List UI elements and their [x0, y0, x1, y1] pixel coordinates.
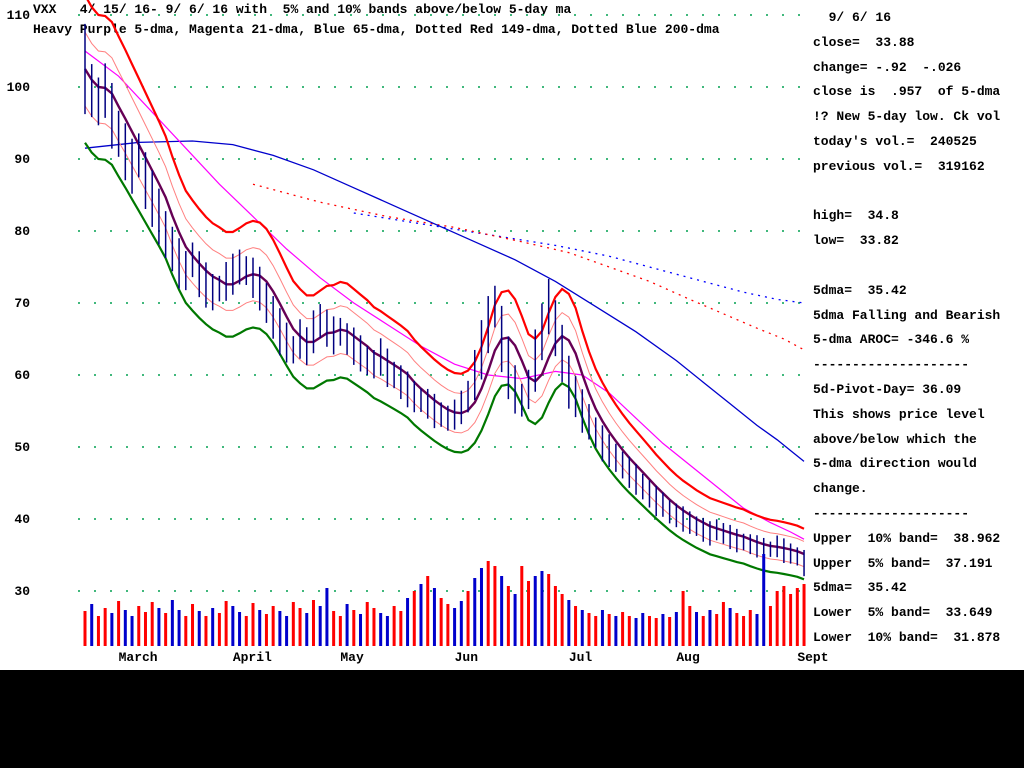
chart-legend-subtitle: Heavy Purple 5-dma, Magenta 21-dma, Blue… [33, 22, 720, 37]
upper-5-band-line [84, 31, 805, 542]
panel-line: above/below which the [813, 431, 977, 447]
panel-line: high= 34.8 [813, 208, 899, 224]
bottom-black-bar [0, 670, 1024, 768]
panel-line: 5d-Pivot-Day= 36.09 [813, 381, 962, 397]
month-label: Jul [569, 650, 593, 665]
y-axis-labels: 110 100 90 80 70 60 50 40 30 [7, 8, 31, 599]
ma-21-line [84, 50, 805, 540]
panel-line: -------------------- [813, 357, 970, 373]
y-axis-tick-label: 60 [14, 368, 30, 383]
price-bars [84, 23, 805, 577]
month-label: Sept [797, 650, 828, 665]
panel-line: !? New 5-day low. Ck vol [813, 109, 1001, 125]
panel-line [813, 180, 1021, 205]
panel-line: 9/ 6/ 16 [813, 10, 892, 25]
panel-line: 5dma= 35.42 [813, 282, 907, 298]
panel-line: Upper 10% band= 38.962 [813, 530, 1001, 546]
ma-149-dotted-line [252, 183, 805, 351]
x-axis-month-labels: March April May Jun Jul Aug Sept [119, 650, 829, 665]
info-panel: 9/ 6/ 16 close= 33.88 change= -.92 -.026 cl… [813, 6, 1021, 651]
chart-title: VXX 4/ 15/ 16- 9/ 6/ 16 with 5% and 10% … [33, 2, 572, 17]
grid [78, 14, 812, 592]
lower-5-band-line [84, 105, 805, 568]
y-axis-tick-label: 40 [14, 512, 30, 527]
ma-65-line [84, 140, 805, 462]
lower-10-band-line [84, 142, 805, 581]
panel-line: close is .957 of 5-dma [813, 84, 1001, 100]
panel-line: change= -.92 -.026 [813, 59, 962, 75]
ma-200-dotted-line [353, 212, 805, 304]
y-axis-tick-label: 100 [7, 80, 31, 95]
month-label: March [119, 650, 158, 665]
panel-line: today's vol.= 240525 [813, 133, 977, 149]
y-axis-tick-label: 50 [14, 440, 30, 455]
panel-line: low= 33.82 [813, 233, 899, 249]
y-axis-tick-label: 80 [14, 224, 30, 239]
panel-line: 5dma= 35.42 [813, 580, 907, 596]
y-axis-tick-label: 110 [7, 8, 31, 23]
panel-line: -------------------- [813, 505, 970, 521]
panel-line: 5-dma direction would [813, 456, 977, 472]
month-label: Aug [676, 650, 700, 665]
ma-5-heavy-line [83, 68, 805, 556]
month-label: Jun [455, 650, 479, 665]
price-volume-chart: 110 100 90 80 70 60 50 40 30 March April May Jun Jul A… [7, 0, 829, 665]
y-axis-tick-label: 30 [14, 584, 30, 599]
panel-line: change. [813, 481, 868, 497]
panel-line: close= 33.88 [813, 34, 915, 50]
upper-10-band-line [86, 0, 805, 530]
volume-bars [83, 554, 806, 646]
y-axis-tick-label: 90 [14, 152, 30, 167]
month-label: May [340, 650, 364, 665]
panel-line [813, 254, 1021, 279]
month-label: April [233, 650, 272, 665]
panel-line: Lower 5% band= 33.649 [813, 605, 993, 621]
panel-line: 5dma Falling and Bearish [813, 307, 1001, 323]
panel-line: previous vol.= 319162 [813, 158, 985, 174]
panel-line: Upper 5% band= 37.191 [813, 555, 993, 571]
y-axis-tick-label: 70 [14, 296, 30, 311]
panel-line: 5-dma AROC= -346.6 % [813, 332, 970, 348]
panel-line: Lower 10% band= 31.878 [813, 629, 1001, 645]
panel-line: This shows price level [813, 406, 985, 422]
